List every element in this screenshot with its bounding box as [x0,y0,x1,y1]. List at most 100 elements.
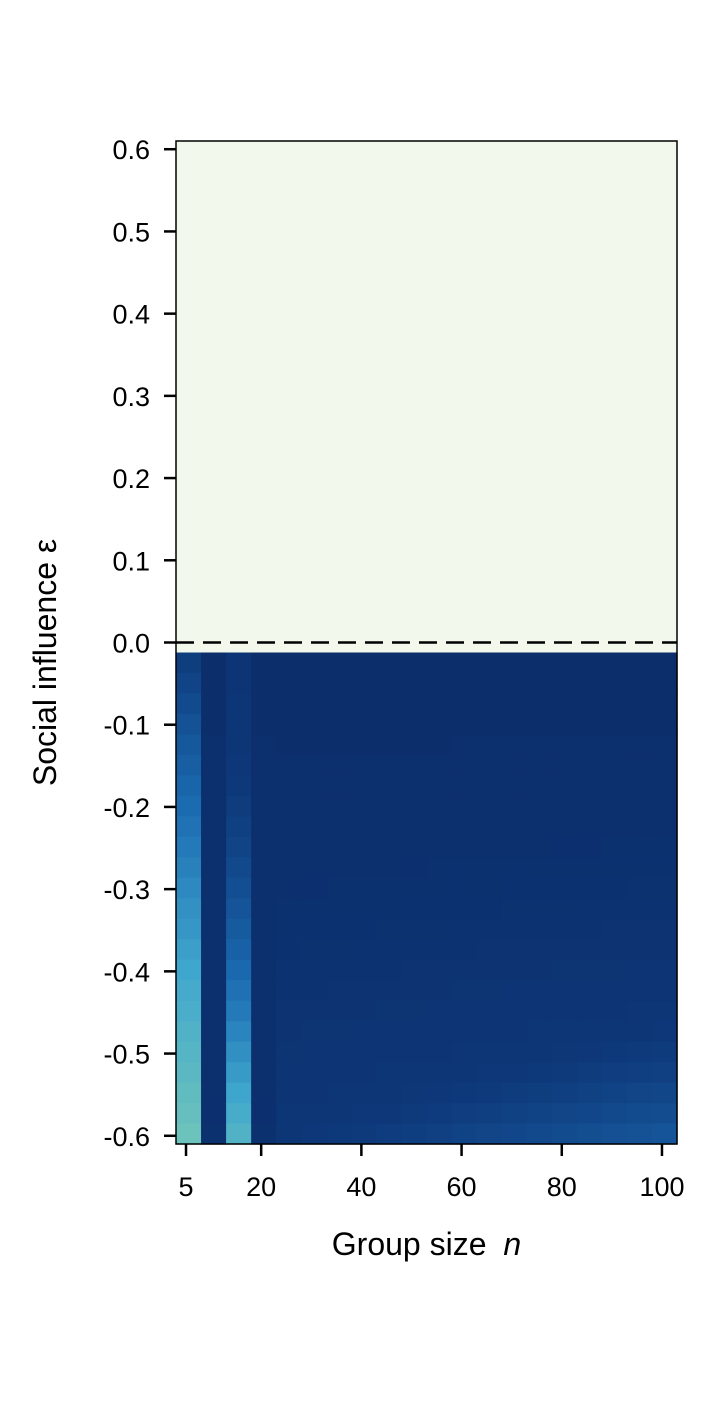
heatmap-cell [576,816,603,838]
heatmap-cell [226,898,252,920]
heatmap-cell [501,693,528,715]
heatmap-cell [651,918,678,940]
heatmap-cell [626,836,653,858]
heatmap-cell [276,672,302,695]
heatmap-cell [526,713,553,736]
heatmap-cell [226,795,252,817]
heatmap-cell [576,1021,603,1043]
heatmap-cell [401,795,428,817]
heatmap-cell [526,1123,553,1145]
heatmap-cell [476,1123,503,1145]
heatmap-cell [401,672,428,695]
heatmap-cell [376,959,403,981]
heatmap-cell [451,1123,478,1145]
heatmap-cell [326,1123,352,1145]
heatmap-cell [551,1082,578,1104]
heatmap-cell [601,1123,628,1145]
heatmap-cell [451,734,478,756]
heatmap-cell [276,713,302,736]
heatmap-cell [551,980,578,1002]
heatmap-cell [276,1123,302,1145]
heatmap-cell [326,713,352,736]
heatmap-cell [601,898,628,920]
heatmap-cell [351,816,377,838]
heatmap-cell [401,1103,428,1125]
heatmap-cell [626,713,653,736]
heatmap-cell [401,1062,428,1084]
heatmap-cell [201,980,227,1002]
heatmap-cell [626,898,653,920]
heatmap-cell [401,857,428,879]
heatmap-cell [651,693,678,715]
heatmap-cell [576,836,603,858]
heatmap-cell [351,1062,377,1084]
heatmap-cell [551,877,578,899]
heatmap-cell [626,1082,653,1104]
heatmap-cell [301,1000,327,1022]
x-axis-title-text: Group size [332,1226,487,1262]
heatmap-cell [526,918,553,940]
heatmap-cell [251,836,277,858]
heatmap-cell [301,1123,327,1145]
heatmap-cell [376,939,403,961]
heatmap-cells [176,652,678,1145]
heatmap-cell [476,1000,503,1022]
heatmap-cell [651,836,678,858]
heatmap-cell [651,1123,678,1145]
heatmap-cell [376,1103,403,1125]
heatmap-cell [226,734,252,756]
heatmap-cell [626,775,653,797]
heatmap-cell [476,898,503,920]
heatmap-cell [401,1000,428,1022]
heatmap-cell [651,713,678,736]
heatmap-cell [626,918,653,940]
heatmap-cell [226,918,252,940]
heatmap-cell [251,734,277,756]
heatmap-cell [376,877,403,899]
heatmap-cell [301,898,327,920]
heatmap-cell [476,816,503,838]
heatmap-cell [501,754,528,776]
heatmap-cell [601,1000,628,1022]
heatmap-cell [201,898,227,920]
heatmap-cell [651,1021,678,1043]
heatmap-cell [526,857,553,879]
heatmap-cell [651,898,678,920]
heatmap-cell [551,1123,578,1145]
heatmap-cell [476,980,503,1002]
heatmap-cell [276,693,302,715]
heatmap-cell [201,939,227,961]
heatmap-cell [576,1062,603,1084]
heatmap-cell [601,652,628,674]
heatmap-cell [176,1062,202,1084]
heatmap-cell [301,754,327,776]
heatmap-cell [526,959,553,981]
heatmap-cell [326,836,352,858]
heatmap-cell [201,857,227,879]
y-tick-label: 0.3 [112,382,150,412]
heatmap-cell [551,1062,578,1084]
heatmap-cell [576,795,603,817]
heatmap-cell [551,672,578,695]
heatmap-cell [601,754,628,776]
heatmap-cell [226,713,252,736]
heatmap-cell [501,795,528,817]
heatmap-cell [551,1021,578,1043]
heatmap-cell [426,836,453,858]
heatmap-cell [351,959,377,981]
heatmap-cell [576,918,603,940]
heatmap-cell [251,652,277,674]
heatmap-cell [176,1000,202,1022]
heatmap-cell [501,836,528,858]
heatmap-cell [226,980,252,1002]
heatmap-cell [576,939,603,961]
heatmap-cell [551,816,578,838]
heatmap-cell [326,1041,352,1063]
heatmap-cell [551,898,578,920]
heatmap-cell [526,1021,553,1043]
heatmap-cell [201,918,227,940]
heatmap-cell [476,1062,503,1084]
heatmap-cell [401,713,428,736]
heatmap-cell [451,1041,478,1063]
heatmap-cell [376,1123,403,1145]
